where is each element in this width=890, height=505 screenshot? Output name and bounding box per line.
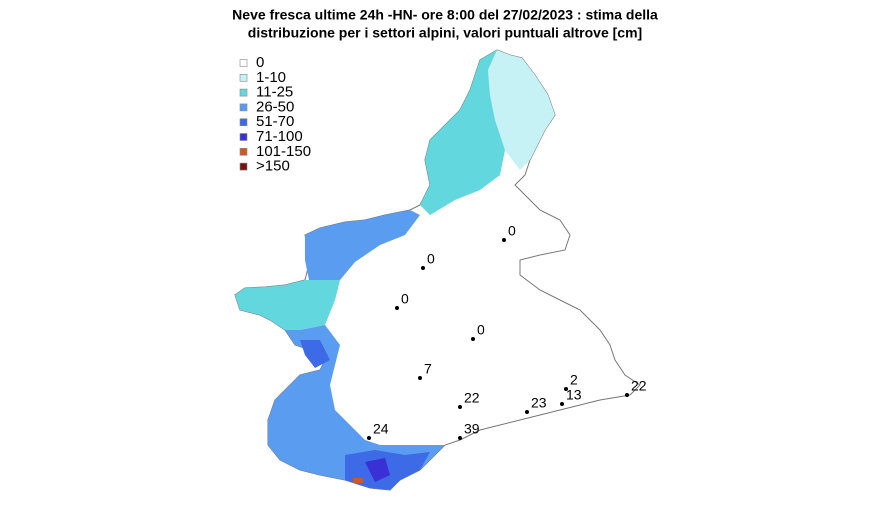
- snow-area: [268, 325, 445, 490]
- legend-label: 26-50: [256, 98, 294, 115]
- station-dot: [458, 436, 462, 440]
- snow-area: [300, 340, 330, 368]
- title-line: Neve fresca ultime 24h -HN- ore 8:00 del…: [232, 7, 658, 23]
- legend-label: 71-100: [256, 128, 303, 145]
- snow-area: [420, 50, 505, 215]
- station-value: 0: [508, 223, 516, 239]
- legend-swatch: [239, 162, 248, 171]
- region-map: [234, 49, 641, 491]
- legend-label: >150: [256, 158, 290, 175]
- legend-swatch: [239, 59, 248, 67]
- station-value: 24: [373, 421, 389, 437]
- station-value: 0: [427, 251, 435, 267]
- legend-label: 51-70: [256, 113, 294, 130]
- station-value: 13: [566, 387, 582, 403]
- station-value: 0: [477, 322, 485, 338]
- station-dot: [367, 436, 371, 440]
- station-value: 0: [401, 291, 409, 307]
- legend-label: 101-150: [256, 143, 311, 160]
- station-value: 22: [631, 378, 647, 394]
- legend-swatch: [239, 118, 248, 126]
- station-dot: [458, 405, 462, 409]
- legend-label: 11-25: [256, 84, 293, 101]
- snow-area: [488, 50, 555, 170]
- legend-label: 0: [256, 54, 264, 71]
- station-value: 22: [464, 390, 480, 406]
- station-dot: [564, 387, 568, 391]
- station-dot: [625, 393, 629, 397]
- station-value: 39: [464, 421, 480, 437]
- legend-swatch: [239, 103, 248, 112]
- legend-swatch: [239, 88, 248, 97]
- station-dot: [418, 376, 422, 380]
- station-dot: [525, 410, 529, 414]
- snow-area: [353, 478, 363, 483]
- station-dot: [421, 266, 425, 270]
- station-dot: [502, 238, 506, 242]
- legend-swatch: [239, 133, 248, 141]
- legend-label: 1-10: [256, 69, 286, 86]
- station-value: 7: [424, 361, 432, 377]
- snow-area: [365, 458, 390, 482]
- title-line: distribuzione per i settori alpini, valo…: [248, 25, 642, 41]
- legend-swatch: [239, 148, 248, 156]
- snow-area: [235, 280, 340, 330]
- station-dot: [395, 306, 399, 310]
- station-value: 2: [570, 372, 578, 388]
- station-value: 23: [531, 395, 547, 411]
- station-dot: [560, 402, 564, 406]
- snow-area: [305, 210, 420, 285]
- station-dot: [471, 337, 475, 341]
- legend-swatch: [239, 74, 248, 82]
